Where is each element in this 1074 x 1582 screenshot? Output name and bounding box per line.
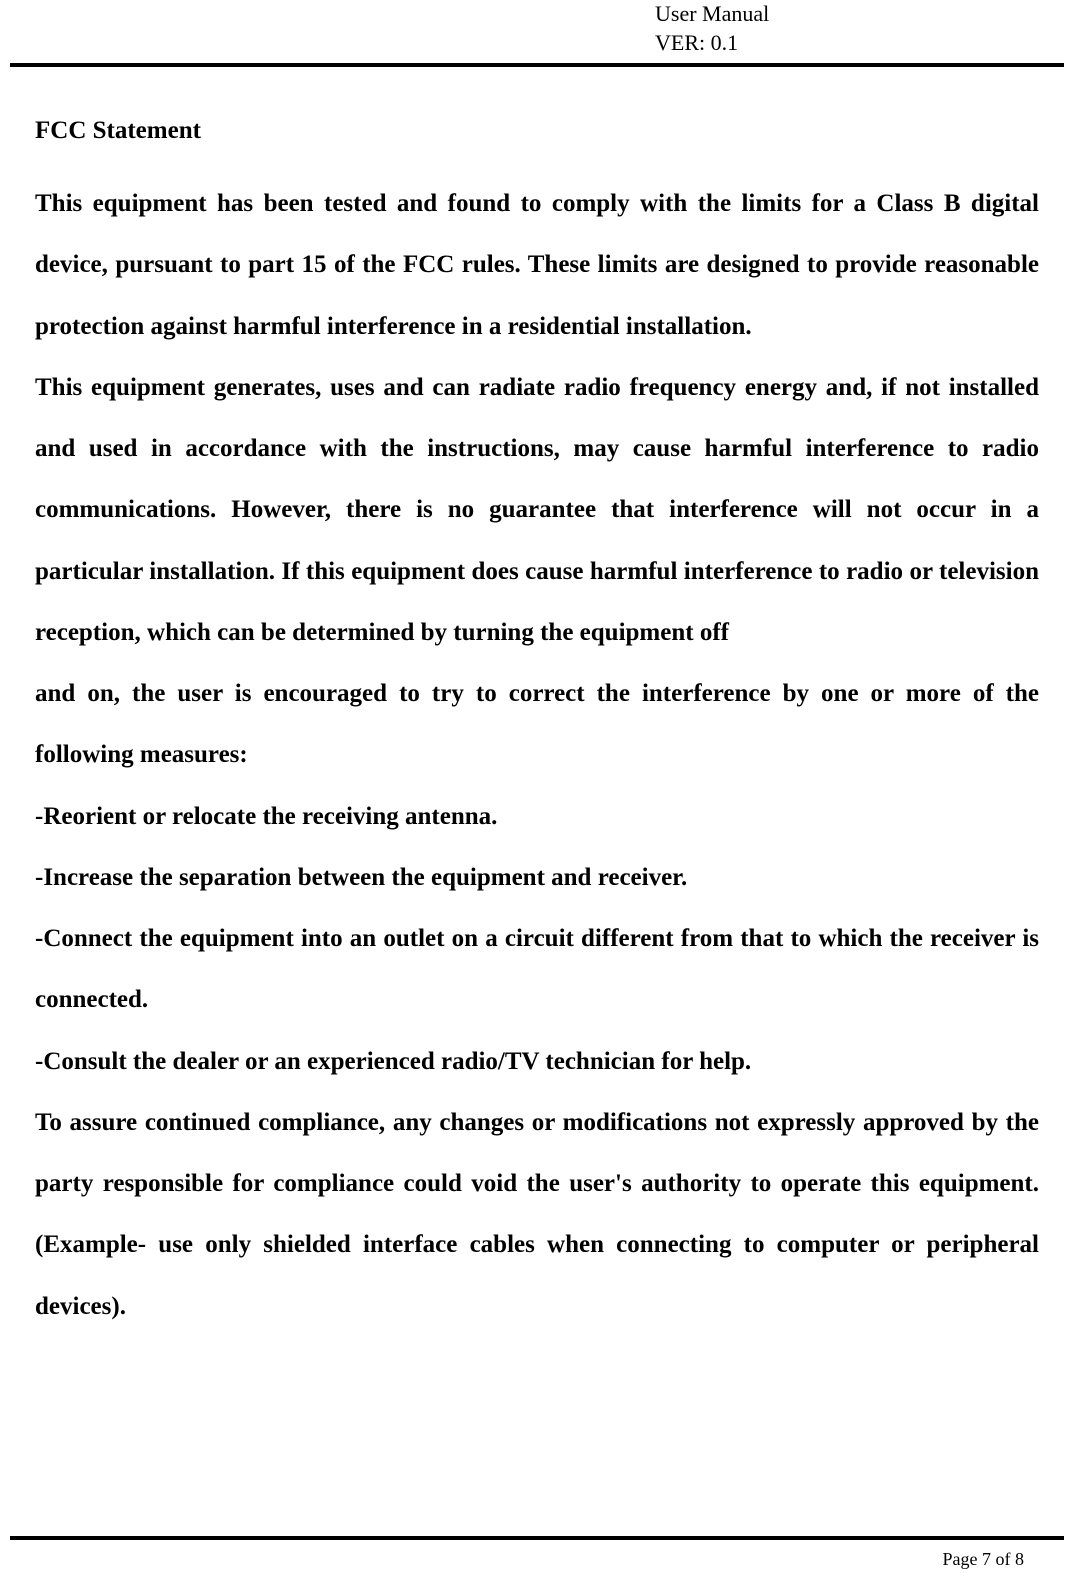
paragraph-4: -Reorient or relocate the receiving ante… <box>35 786 1039 847</box>
paragraph-2: This equipment generates, uses and can r… <box>35 357 1039 663</box>
content-area: FCC Statement This equipment has been te… <box>0 67 1074 1357</box>
section-title: FCC Statement <box>35 117 1039 145</box>
paragraph-7: -Consult the dealer or an experienced ra… <box>35 1031 1039 1092</box>
document-header: User Manual VER: 0.1 <box>0 0 1074 57</box>
paragraph-3: and on, the user is encouraged to try to… <box>35 663 1039 786</box>
header-title: User Manual <box>655 0 1074 29</box>
paragraph-6: -Connect the equipment into an outlet on… <box>35 908 1039 1031</box>
paragraph-1: This equipment has been tested and found… <box>35 173 1039 357</box>
page-footer: Page 7 of 8 <box>943 1549 1024 1570</box>
paragraph-8: To assure continued compliance, any chan… <box>35 1092 1039 1337</box>
bottom-divider <box>10 1536 1064 1540</box>
header-version: VER: 0.1 <box>655 29 1074 58</box>
paragraph-5: -Increase the separation between the equ… <box>35 847 1039 908</box>
body-text: This equipment has been tested and found… <box>35 173 1039 1337</box>
